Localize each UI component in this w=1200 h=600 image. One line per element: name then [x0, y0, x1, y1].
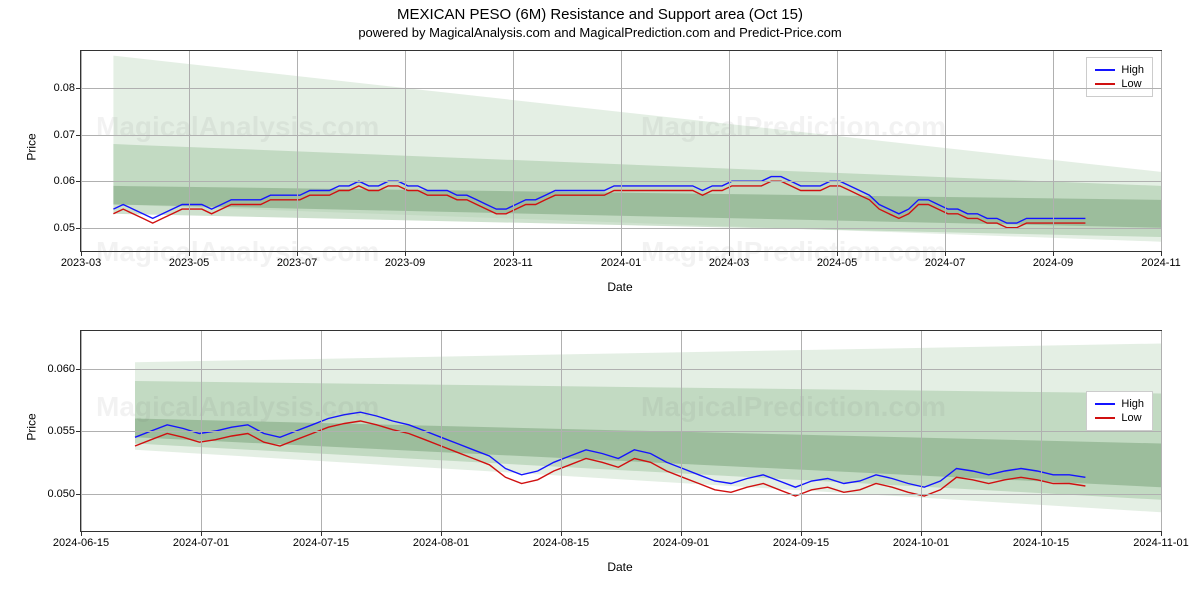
- legend-label-high: High: [1121, 398, 1144, 410]
- x-tick: [297, 251, 298, 256]
- x-tick: [1053, 251, 1054, 256]
- y-tick-label: 0.05: [35, 222, 75, 234]
- grid-line-v: [837, 51, 838, 251]
- y-tick-label: 0.055: [35, 425, 75, 437]
- x-tick: [321, 531, 322, 536]
- grid-line-v: [621, 51, 622, 251]
- x-tick: [1161, 251, 1162, 256]
- legend-swatch-high: [1095, 403, 1115, 405]
- legend-swatch-low: [1095, 83, 1115, 85]
- x-tick: [81, 531, 82, 536]
- bottom-y-axis-label: Price: [25, 413, 39, 440]
- x-tick-label: 2024-07-01: [173, 537, 229, 549]
- top-y-axis-label: Price: [25, 133, 39, 160]
- x-tick-label: 2024-11: [1141, 257, 1181, 269]
- grid-line-v: [561, 331, 562, 531]
- x-tick: [561, 531, 562, 536]
- grid-line-h: [81, 494, 1161, 495]
- grid-line-v: [513, 51, 514, 251]
- x-tick-label: 2023-09: [385, 257, 425, 269]
- x-tick: [189, 251, 190, 256]
- x-tick-label: 2023-11: [493, 257, 533, 269]
- grid-line-v: [921, 331, 922, 531]
- x-tick: [801, 531, 802, 536]
- y-tick-label: 0.060: [35, 363, 75, 375]
- grid-line-v: [81, 51, 82, 251]
- legend-swatch-low: [1095, 417, 1115, 419]
- grid-line-v: [729, 51, 730, 251]
- x-tick: [81, 251, 82, 256]
- grid-line-v: [321, 331, 322, 531]
- x-tick: [441, 531, 442, 536]
- top-panel: MagicalAnalysis.com MagicalPrediction.co…: [80, 50, 1162, 252]
- grid-line-v: [201, 331, 202, 531]
- x-tick-label: 2024-09-01: [653, 537, 709, 549]
- x-tick-label: 2024-07-15: [293, 537, 349, 549]
- bottom-legend: High Low: [1086, 391, 1153, 431]
- x-tick: [945, 251, 946, 256]
- legend-row-high: High: [1095, 398, 1144, 410]
- grid-line-v: [681, 331, 682, 531]
- x-tick: [621, 251, 622, 256]
- x-tick-label: 2024-01: [601, 257, 641, 269]
- x-tick-label: 2023-05: [169, 257, 209, 269]
- legend-label-low: Low: [1121, 412, 1141, 424]
- x-tick-label: 2024-06-15: [53, 537, 109, 549]
- chart-container: MEXICAN PESO (6M) Resistance and Support…: [0, 0, 1200, 600]
- bottom-panel: MagicalAnalysis.com MagicalPrediction.co…: [80, 330, 1162, 532]
- y-tick-label: 0.050: [35, 488, 75, 500]
- x-tick: [1041, 531, 1042, 536]
- x-tick-label: 2024-07: [925, 257, 965, 269]
- grid-line-v: [1161, 51, 1162, 251]
- x-tick-label: 2024-08-15: [533, 537, 589, 549]
- x-tick: [729, 251, 730, 256]
- x-tick-label: 2024-11-01: [1133, 537, 1188, 549]
- grid-line-v: [945, 51, 946, 251]
- x-tick-label: 2024-08-01: [413, 537, 469, 549]
- x-tick: [513, 251, 514, 256]
- grid-line-v: [81, 331, 82, 531]
- grid-line-v: [405, 51, 406, 251]
- x-tick-label: 2024-03: [709, 257, 749, 269]
- legend-swatch-high: [1095, 69, 1115, 71]
- y-tick-label: 0.06: [35, 175, 75, 187]
- top-x-axis-label: Date: [80, 280, 1160, 294]
- x-tick: [921, 531, 922, 536]
- x-tick-label: 2024-10-15: [1013, 537, 1069, 549]
- grid-line-h: [81, 431, 1161, 432]
- x-tick-label: 2023-07: [277, 257, 317, 269]
- x-tick-label: 2024-09-15: [773, 537, 829, 549]
- x-tick-label: 2024-09: [1033, 257, 1073, 269]
- x-tick: [1161, 531, 1162, 536]
- grid-line-v: [1161, 331, 1162, 531]
- chart-subtitle: powered by MagicalAnalysis.com and Magic…: [0, 23, 1200, 44]
- legend-label-high: High: [1121, 64, 1144, 76]
- grid-line-v: [1041, 331, 1042, 531]
- grid-line-v: [1053, 51, 1054, 251]
- grid-line-v: [441, 331, 442, 531]
- x-tick: [837, 251, 838, 256]
- legend-row-high: High: [1095, 64, 1144, 76]
- x-tick: [681, 531, 682, 536]
- grid-line-v: [189, 51, 190, 251]
- legend-row-low: Low: [1095, 412, 1144, 424]
- x-tick-label: 2024-10-01: [893, 537, 949, 549]
- grid-line-v: [801, 331, 802, 531]
- x-tick-label: 2023-03: [61, 257, 101, 269]
- grid-line-h: [81, 369, 1161, 370]
- bottom-x-axis-label: Date: [80, 560, 1160, 574]
- x-tick-label: 2024-05: [817, 257, 857, 269]
- grid-line-v: [297, 51, 298, 251]
- x-tick: [201, 531, 202, 536]
- top-legend: High Low: [1086, 57, 1153, 97]
- chart-title: MEXICAN PESO (6M) Resistance and Support…: [0, 0, 1200, 23]
- y-tick-label: 0.07: [35, 129, 75, 141]
- x-tick: [405, 251, 406, 256]
- y-tick-label: 0.08: [35, 82, 75, 94]
